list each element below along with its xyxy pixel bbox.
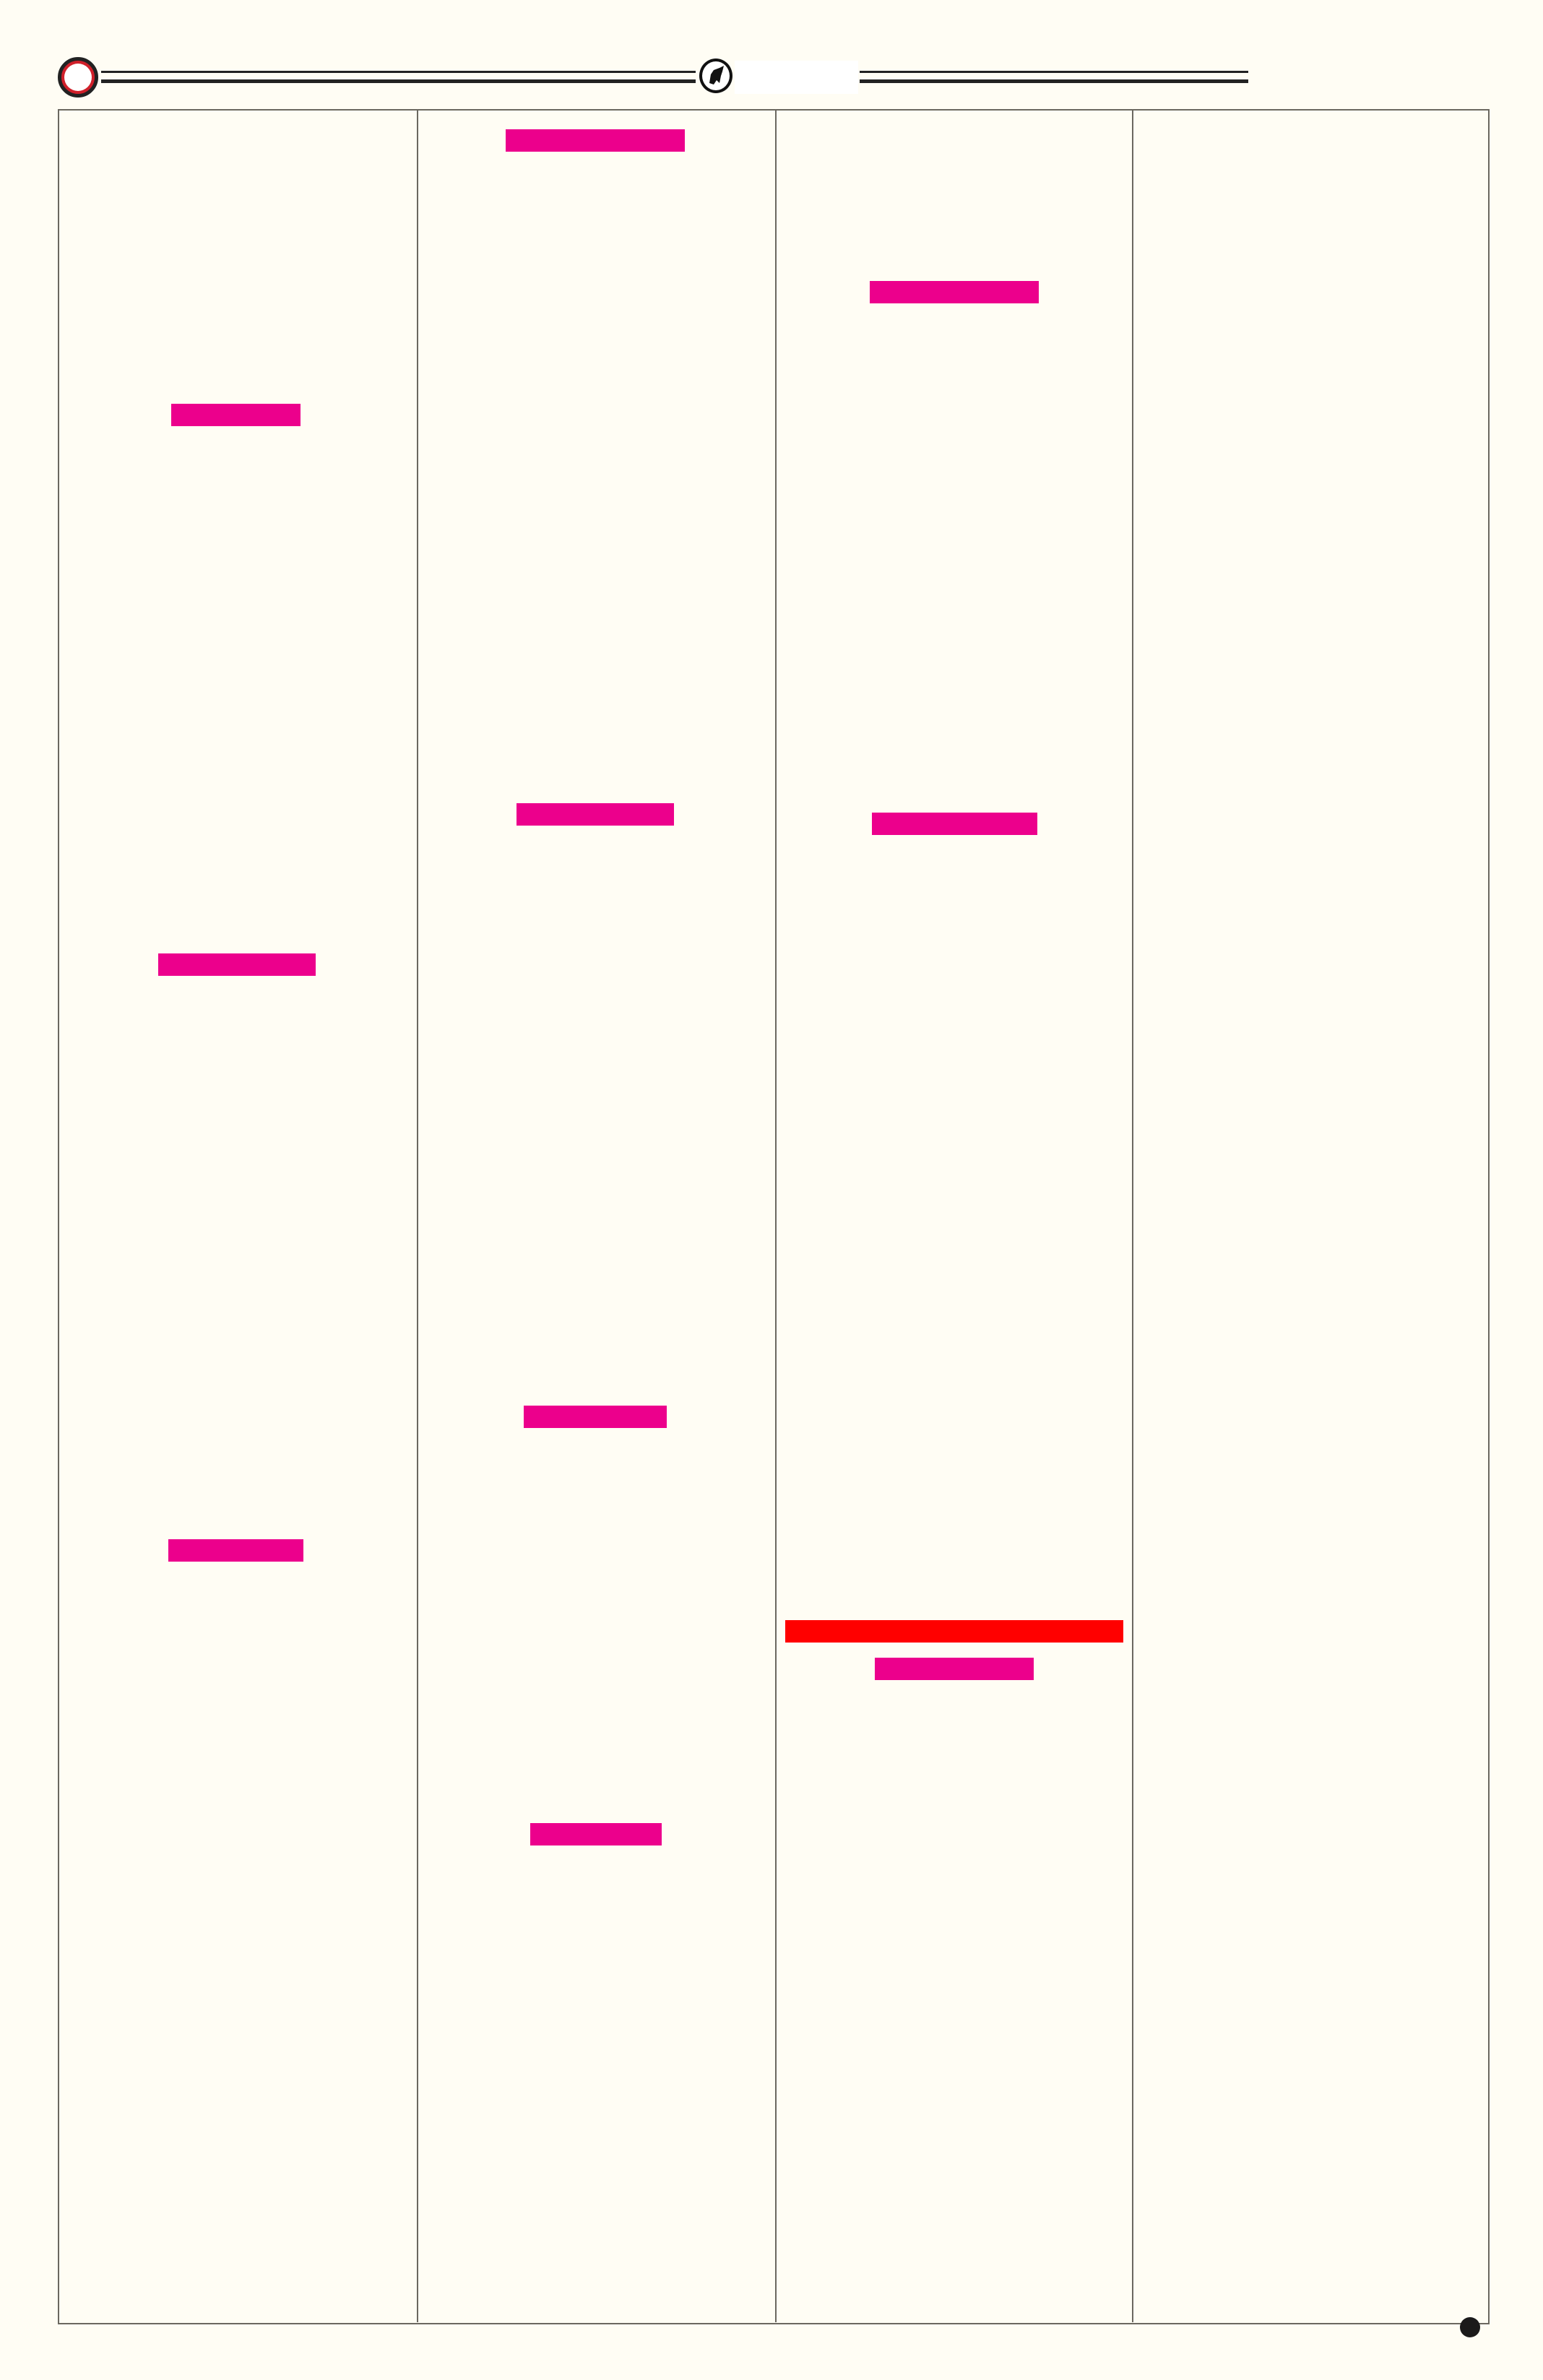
heading-bar [517,803,674,826]
bull-logo-icon [699,59,732,93]
column-divider [775,109,777,2322]
header-ring-icon [58,57,98,98]
column-divider [417,109,418,2322]
heading-bar [530,1823,662,1845]
heading-bar [506,129,685,152]
header-rule-right [860,71,1248,83]
heading-bar [171,404,301,426]
heading-bar [872,813,1037,835]
page-frame [58,109,1490,2324]
heading-bar [158,953,316,976]
heading-bar [870,281,1039,303]
heading-bar [875,1658,1034,1680]
heading-bar [168,1539,303,1562]
highlight-bar [785,1620,1123,1643]
header-rule-left [101,71,696,83]
heading-bar [524,1406,667,1428]
column-divider [1132,109,1133,2322]
dot-icon [1460,2317,1480,2337]
header-title-box [735,61,858,94]
